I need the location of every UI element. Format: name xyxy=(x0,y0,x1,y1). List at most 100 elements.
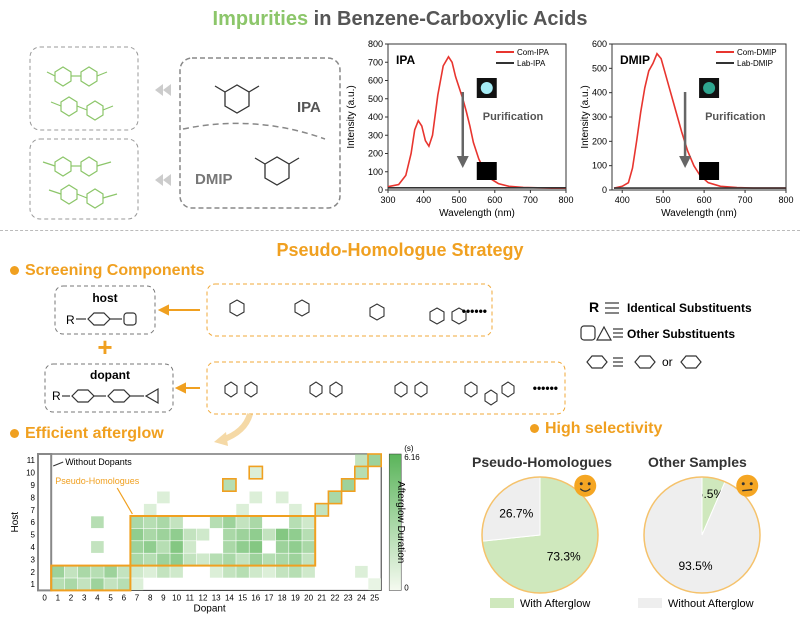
x-tick-label: 5 xyxy=(108,593,113,602)
host-label: host xyxy=(92,291,117,305)
afterglow-title: Efficient afterglow xyxy=(10,425,164,443)
heatmap-cell xyxy=(275,553,289,566)
heatmap-cell xyxy=(289,516,302,529)
pie1-title: Pseudo-Homologues xyxy=(472,454,613,470)
x-tick-label: 13 xyxy=(212,593,221,602)
heatmap-cell xyxy=(51,578,65,591)
x-tick-label: 15 xyxy=(238,593,247,602)
section-divider xyxy=(0,230,800,231)
heatmap-cell xyxy=(64,565,78,578)
heatmap-cell xyxy=(223,541,236,553)
x-tick-label: 21 xyxy=(317,593,326,602)
heatmap-cell xyxy=(130,516,144,529)
heatmap-cell xyxy=(143,553,157,566)
heatmap-cell xyxy=(51,565,65,578)
colorbar-unit: (s) xyxy=(404,444,414,453)
heatmap-cell xyxy=(170,553,183,566)
dopant-box xyxy=(44,363,174,413)
heatmap-cell xyxy=(170,565,183,578)
legend-r: R xyxy=(589,299,599,315)
dopant-structure xyxy=(62,387,159,405)
heatmap-cell xyxy=(249,553,263,566)
heatmap-cell xyxy=(302,565,315,578)
pseudo-homologue-box xyxy=(50,564,132,592)
heatmap-cell xyxy=(275,541,289,553)
heatmap-cell xyxy=(368,454,381,467)
heatmap-cell xyxy=(157,565,170,578)
substituent-legend: R Identical Substituents Other Substitue… xyxy=(580,299,752,369)
afterglow-heatmap: 0 1 2 3 4 5 6 7 8 9 10 11 12 13 14 15 16 17 18 19 20 21 22 23 24… xyxy=(10,444,420,614)
heatmap-cell xyxy=(223,479,236,491)
x-tick-label: 2 xyxy=(69,593,74,602)
x-tick-label: 800 xyxy=(778,195,793,205)
host-example-molecules xyxy=(229,299,467,325)
host-box xyxy=(54,285,156,335)
x-tick-label: 700 xyxy=(738,195,753,205)
x-tick-label: 400 xyxy=(416,195,431,205)
y-axis-label: Intensity (a.u.) xyxy=(580,85,591,148)
x-tick-label: 700 xyxy=(523,195,538,205)
pie2-title: Other Samples xyxy=(648,454,747,470)
impurity-molecule-2 xyxy=(50,96,114,121)
heatmap-cell xyxy=(91,541,104,553)
purification-label: Purification xyxy=(483,111,544,123)
ipa-molecule xyxy=(214,84,260,114)
y-tick-label: 600 xyxy=(368,76,383,86)
x-tick-label: 20 xyxy=(304,593,313,602)
x-tick-label: 12 xyxy=(199,593,208,602)
impurity-molecule-4 xyxy=(48,184,118,209)
heatmap-cell xyxy=(289,541,302,553)
heatmap-cell xyxy=(236,528,249,541)
x-tick-label: 1 xyxy=(56,593,61,602)
without-dopants-pointer xyxy=(53,461,64,467)
without-dopants-label: Without Dopants xyxy=(65,457,132,467)
heatmap-cell xyxy=(157,528,170,541)
heatmap-cell xyxy=(130,565,144,578)
y-tick-label: 9 xyxy=(31,481,36,490)
x-tick-label: 9 xyxy=(161,593,166,602)
screening-title: Screening Components xyxy=(10,262,205,280)
heatmap-cell xyxy=(289,565,302,578)
heatmap-cell xyxy=(157,553,170,566)
page-title: Impurities in Benzene-Carboxylic Acids xyxy=(212,8,588,30)
y-tick-label: 400 xyxy=(368,112,383,122)
heatmap-cell xyxy=(302,541,315,553)
selectivity-title: High selectivity xyxy=(530,420,662,438)
heatmap-cell xyxy=(130,541,144,553)
dopant-example-molecules xyxy=(224,381,515,406)
neutral-face-icon xyxy=(736,474,759,497)
legend-with-label: With Afterglow xyxy=(520,598,590,610)
y-tick-label: 3 xyxy=(31,555,36,564)
x-tick-label: 14 xyxy=(225,593,234,602)
ipa-emission-chart: 300 400 500 600 700 800 0 100 200 300 400 500 600 700… xyxy=(346,40,574,219)
dopant-arrow xyxy=(174,382,200,394)
heatmap-cell xyxy=(209,553,223,566)
heatmap-cell xyxy=(117,565,131,578)
x-tick-label: 500 xyxy=(656,195,671,205)
y-tick-label: 100 xyxy=(592,161,607,171)
y-axis-label: Intensity (a.u.) xyxy=(346,85,357,148)
series-line-0 xyxy=(613,52,786,189)
colorbar-min: 0 xyxy=(404,583,409,592)
arrow-head xyxy=(679,156,692,168)
y-tick-label: 400 xyxy=(592,88,607,98)
dmip-molecule xyxy=(254,156,300,186)
heatmap-cell xyxy=(223,516,236,529)
heatmap-cell xyxy=(289,553,302,566)
y-tick-label: 300 xyxy=(592,112,607,122)
x-tick-label: 500 xyxy=(452,195,467,205)
purification-label: Purification xyxy=(705,111,766,123)
selectivity-pies: 73.3% 26.7% 6.5% 93.5% With Afterglow Without… xyxy=(481,474,761,610)
heatmap-cell xyxy=(249,528,263,541)
left-arrows-top xyxy=(155,84,171,96)
arrow-head xyxy=(456,156,469,168)
heatmap-cell xyxy=(143,503,157,516)
happy-face-icon xyxy=(574,474,597,497)
heatmap-cell xyxy=(302,553,315,566)
ipa-label: IPA xyxy=(297,99,321,116)
legend-label: Lab-DMIP xyxy=(737,59,773,68)
heatmap-cell xyxy=(223,528,236,541)
y-axis-label: Host xyxy=(10,512,21,533)
heatmap-cell xyxy=(170,528,183,541)
x-axis-label: Wavelength (nm) xyxy=(661,208,737,219)
